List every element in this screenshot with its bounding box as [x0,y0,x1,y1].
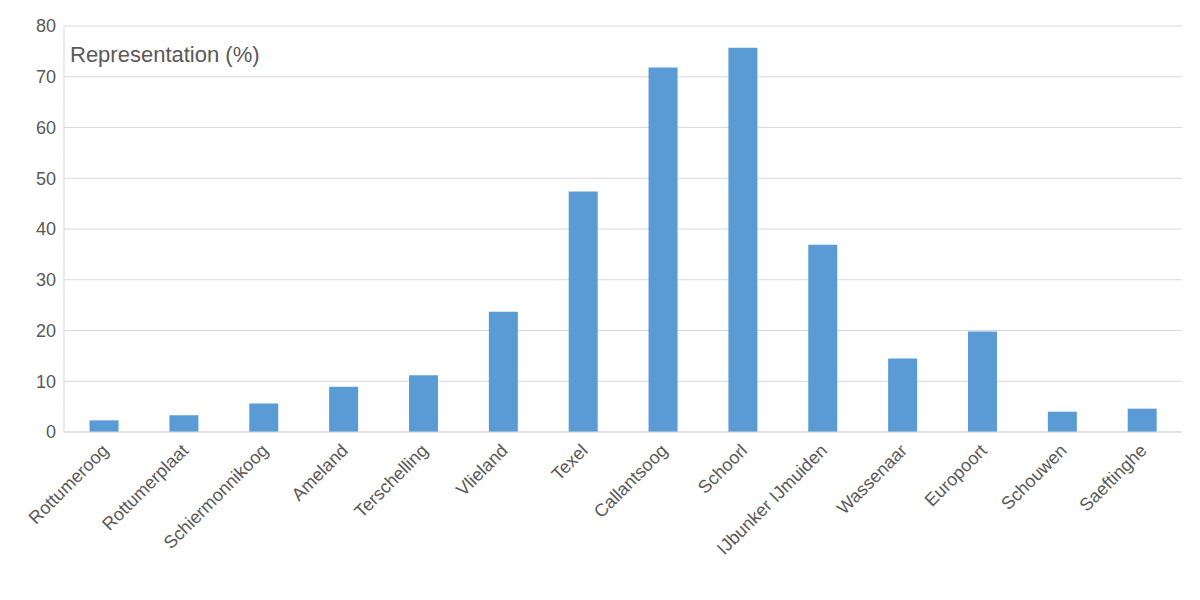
svg-text:Saeftinghe: Saeftinghe [1076,440,1151,515]
svg-text:Rottumerplaat: Rottumerplaat [98,440,193,535]
svg-text:Texel: Texel [548,440,592,484]
svg-text:Terschelling: Terschelling [350,440,431,521]
svg-text:Callantsoog: Callantsoog [590,440,671,521]
svg-text:Schouwen: Schouwen [997,440,1071,514]
html-text:Representation (%): Representation (%) [70,42,260,67]
svg-text:IJbunker IJmuiden: IJbunker IJmuiden [713,440,831,558]
svg-text:Vlieland: Vlieland [452,440,511,499]
svg-text:10: 10 [36,372,56,392]
svg-text:80: 80 [36,16,56,36]
svg-text:50: 50 [36,169,56,189]
svg-text:Schoorl: Schoorl [694,440,751,497]
svg-text:40: 40 [36,219,56,239]
svg-text:Schiermonnikoog: Schiermonnikoog [160,440,272,552]
svg-text:Ameland: Ameland [288,440,352,504]
svg-text:0: 0 [46,422,56,442]
svg-text:60: 60 [36,118,56,138]
svg-text:Europoort: Europoort [921,440,991,510]
svg-text:Rottumeroog: Rottumeroog [25,440,113,528]
svg-text:20: 20 [36,321,56,341]
svg-text:Wassenaar: Wassenaar [833,440,911,518]
svg-text:70: 70 [36,67,56,87]
svg-text:30: 30 [36,270,56,290]
